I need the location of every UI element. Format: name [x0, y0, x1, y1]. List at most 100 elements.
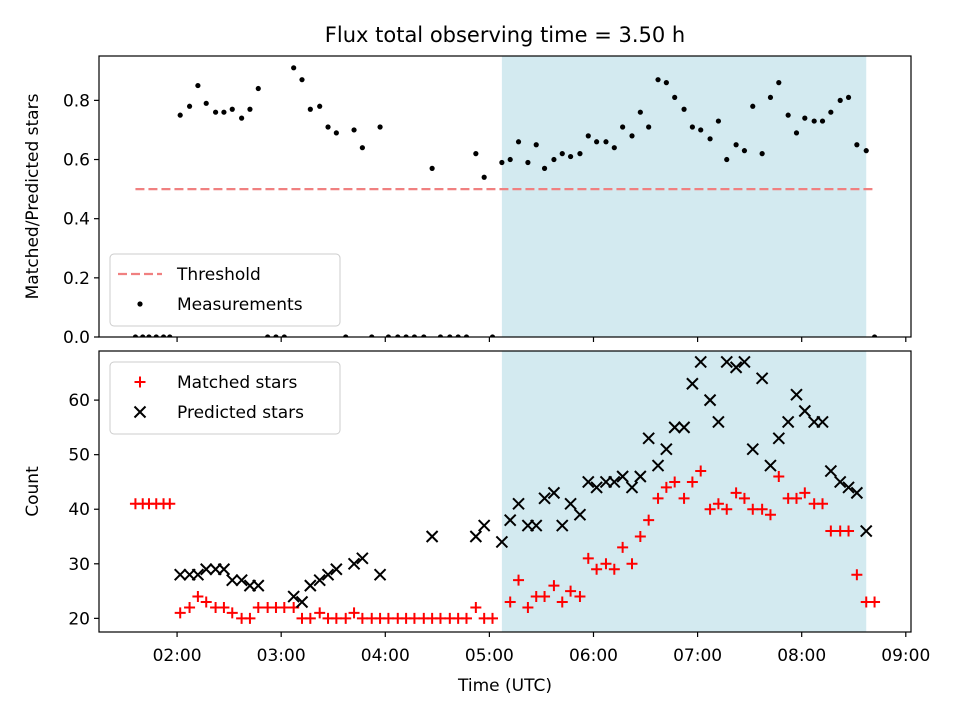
x-tick-label: 03:00: [257, 646, 306, 666]
measurement-point: [559, 151, 565, 157]
matched-point: [626, 558, 638, 570]
predicted-point: [816, 415, 829, 429]
matched-point: [799, 487, 811, 499]
predicted-point: [503, 513, 517, 527]
predicted-point: [660, 443, 673, 456]
predicted-point: [642, 432, 655, 445]
predicted-point: [729, 361, 743, 374]
measurement-point: [153, 334, 159, 337]
y-tick-label: 0.0: [63, 328, 90, 348]
predicted-point: [582, 475, 595, 489]
x-tick-label: 02:00: [153, 646, 202, 666]
predicted-point: [200, 563, 213, 576]
x-tick-label: 05:00: [465, 646, 514, 666]
predicted-point: [616, 470, 629, 483]
predicted-point: [235, 573, 248, 587]
predicted-point: [287, 590, 300, 603]
measurement-point: [646, 124, 652, 130]
matched-point: [843, 525, 855, 537]
x-tick-label: 07:00: [673, 646, 722, 666]
measurement-point: [385, 334, 392, 337]
measurement-point: [515, 139, 522, 145]
measurement-point: [377, 124, 383, 130]
measurement-point: [785, 112, 791, 118]
measurement-point: [359, 145, 365, 151]
matched-point: [314, 607, 326, 619]
measurement-point: [793, 130, 800, 136]
predicted-point: [304, 579, 317, 592]
x-axis-label: Time (UTC): [457, 676, 552, 696]
measurement-point: [239, 115, 245, 121]
predicted-point: [191, 568, 205, 581]
y-axis-label: Count: [23, 466, 43, 517]
predicted-point: [512, 497, 525, 510]
measurement-point: [603, 139, 609, 145]
matched-point: [434, 612, 446, 624]
matched-point: [695, 465, 707, 477]
predicted-point: [252, 579, 265, 592]
legend-label: Measurements: [177, 295, 303, 315]
matched-point: [192, 591, 204, 603]
matched-point: [522, 601, 534, 613]
predicted-point: [469, 530, 483, 543]
measurement-point: [186, 103, 193, 109]
matched-point: [660, 481, 672, 493]
axes-frame: [98, 350, 912, 633]
predicted-point: [538, 492, 551, 505]
matched-point: [825, 525, 837, 537]
predicted-point: [738, 355, 751, 369]
measurement-point: [463, 334, 470, 337]
y-tick-label: 0.4: [63, 210, 90, 230]
measurement-point: [837, 97, 843, 103]
legend-box: [109, 361, 341, 435]
matched-point: [574, 591, 586, 603]
y-tick-label: 20: [68, 609, 90, 629]
matched-point: [539, 591, 551, 603]
matched-point: [460, 612, 472, 624]
predicted-point: [834, 475, 847, 489]
measurement-point: [776, 80, 782, 86]
predicted-point: [712, 415, 725, 429]
measurement-point: [863, 148, 869, 154]
predicted-point: [330, 563, 343, 576]
measurement-point: [455, 334, 461, 337]
measurement-point: [541, 165, 548, 171]
matched-point: [686, 476, 698, 488]
matched-point: [304, 612, 316, 624]
matched-point: [869, 596, 881, 608]
measurement-point: [481, 174, 487, 180]
measurement-point: [291, 65, 297, 71]
measurement-point: [689, 124, 695, 130]
y-axis-label: Matched/Predicted stars: [23, 93, 43, 299]
measurement-point: [351, 127, 357, 133]
legend-label: Matched stars: [177, 373, 297, 393]
measurement-point: [265, 334, 271, 337]
measurement-point: [221, 109, 227, 115]
matched-point: [764, 509, 776, 521]
x-tick-label: 09:00: [881, 646, 930, 666]
measurement-point: [140, 334, 146, 337]
matched-point: [470, 601, 482, 613]
matched-point: [340, 612, 352, 624]
measurement-point: [403, 334, 409, 337]
data-points: [129, 355, 881, 624]
measurement-point: [741, 148, 748, 154]
measurement-point: [317, 103, 323, 109]
measurement-point: [629, 133, 635, 139]
predicted-point: [668, 421, 681, 434]
matched-point: [218, 601, 230, 613]
matched-point: [747, 503, 759, 515]
measurement-point: [177, 112, 183, 118]
predicted-point: [477, 519, 491, 532]
matched-point: [164, 498, 176, 510]
predicted-point: [772, 432, 785, 445]
matched-point: [252, 601, 264, 613]
matched-point: [487, 612, 499, 624]
matched-point: [600, 558, 612, 570]
matched-point: [591, 563, 603, 575]
predicted-point: [313, 573, 326, 587]
matched-point: [348, 607, 360, 619]
matched-point: [382, 612, 394, 624]
matched-point: [634, 531, 646, 543]
matched-point: [504, 596, 516, 608]
